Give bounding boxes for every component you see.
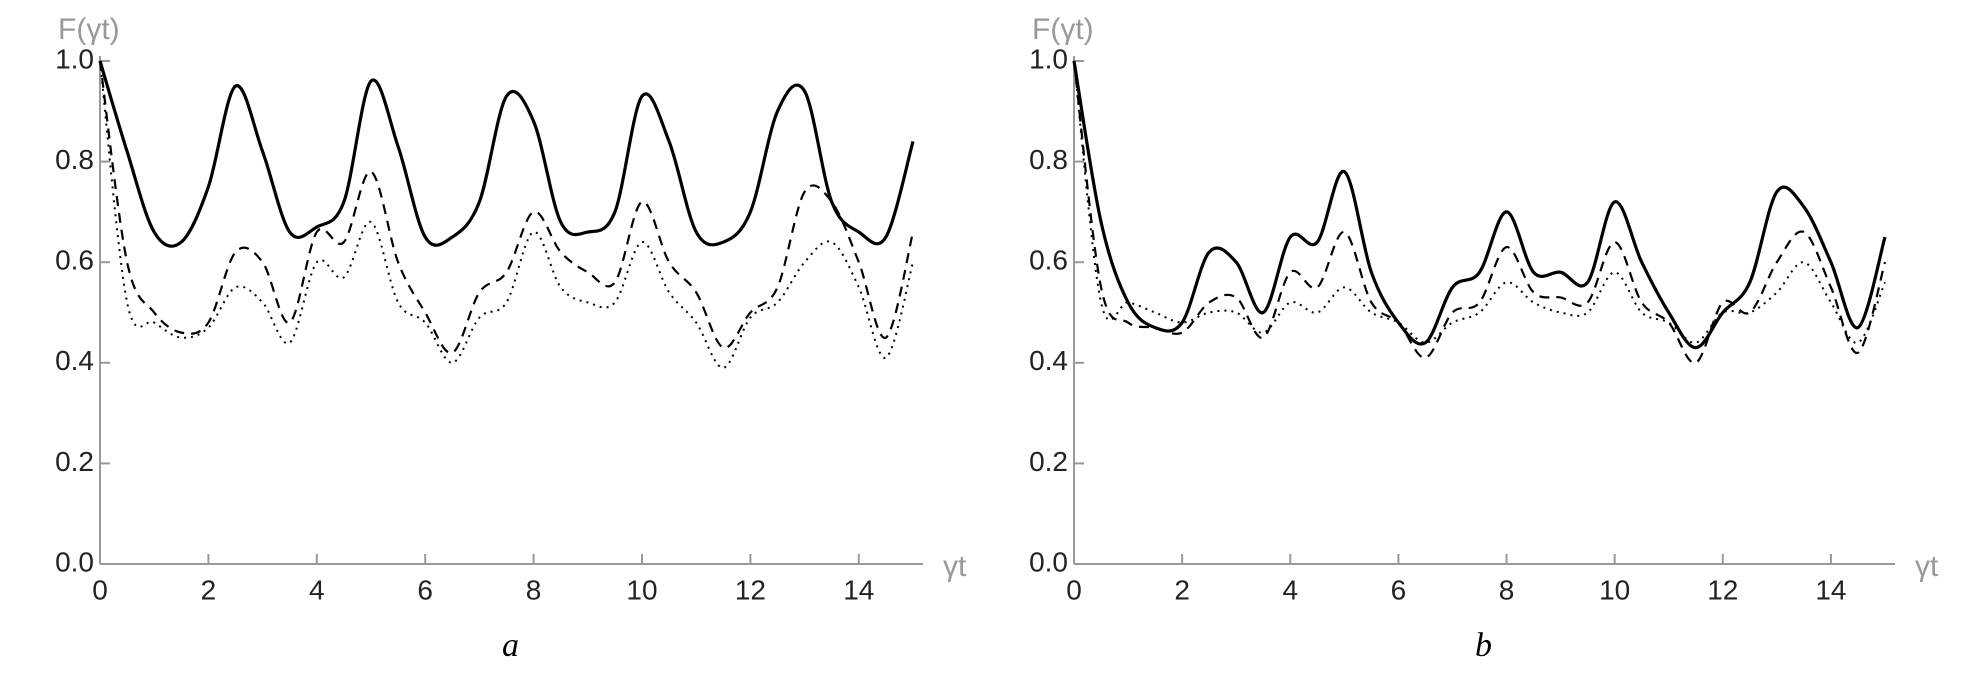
x-tick-label: 14 bbox=[843, 574, 874, 605]
y-tick-label: 1.0 bbox=[55, 43, 94, 74]
series-line bbox=[1073, 60, 1886, 344]
x-tick-label: 12 bbox=[735, 574, 766, 605]
y-tick-label: 0.0 bbox=[55, 546, 94, 577]
y-tick-label: 0.6 bbox=[1029, 245, 1068, 276]
x-axis-label: γt bbox=[943, 550, 967, 583]
x-tick-label: 0 bbox=[1066, 574, 1082, 605]
caption: a bbox=[502, 627, 519, 664]
series-line bbox=[1072, 60, 1887, 364]
x-tick-label: 10 bbox=[1599, 574, 1630, 605]
x-tick-label: 4 bbox=[1282, 574, 1298, 605]
y-tick-label: 0.2 bbox=[55, 446, 94, 477]
y-tick-label: 0.8 bbox=[1029, 144, 1068, 175]
x-tick-label: 8 bbox=[526, 574, 542, 605]
x-tick-label: 6 bbox=[417, 574, 433, 605]
x-tick-label: 12 bbox=[1707, 574, 1738, 605]
y-axis-label: F(γt) bbox=[1032, 13, 1094, 46]
y-tick-label: 0.4 bbox=[55, 345, 94, 376]
y-tick-label: 0.2 bbox=[1029, 446, 1068, 477]
series-line bbox=[1072, 60, 1887, 350]
y-tick-label: 0.6 bbox=[55, 245, 94, 276]
y-tick-label: 0.8 bbox=[55, 144, 94, 175]
series-line bbox=[99, 60, 914, 369]
x-tick-label: 10 bbox=[626, 574, 657, 605]
x-tick-label: 8 bbox=[1499, 574, 1515, 605]
series-line bbox=[98, 60, 915, 248]
x-tick-label: 2 bbox=[201, 574, 217, 605]
y-tick-label: 1.0 bbox=[1029, 43, 1068, 74]
x-tick-label: 14 bbox=[1815, 574, 1846, 605]
caption: b bbox=[1475, 627, 1492, 664]
y-tick-label: 0.4 bbox=[1029, 345, 1068, 376]
x-tick-label: 0 bbox=[92, 574, 108, 605]
y-axis-label: F(γt) bbox=[58, 13, 120, 46]
x-axis-label: γt bbox=[1915, 550, 1939, 583]
x-tick-label: 4 bbox=[309, 574, 325, 605]
y-tick-label: 0.0 bbox=[1029, 546, 1068, 577]
x-tick-label: 2 bbox=[1174, 574, 1190, 605]
series-line bbox=[98, 60, 915, 354]
x-tick-label: 6 bbox=[1391, 574, 1407, 605]
